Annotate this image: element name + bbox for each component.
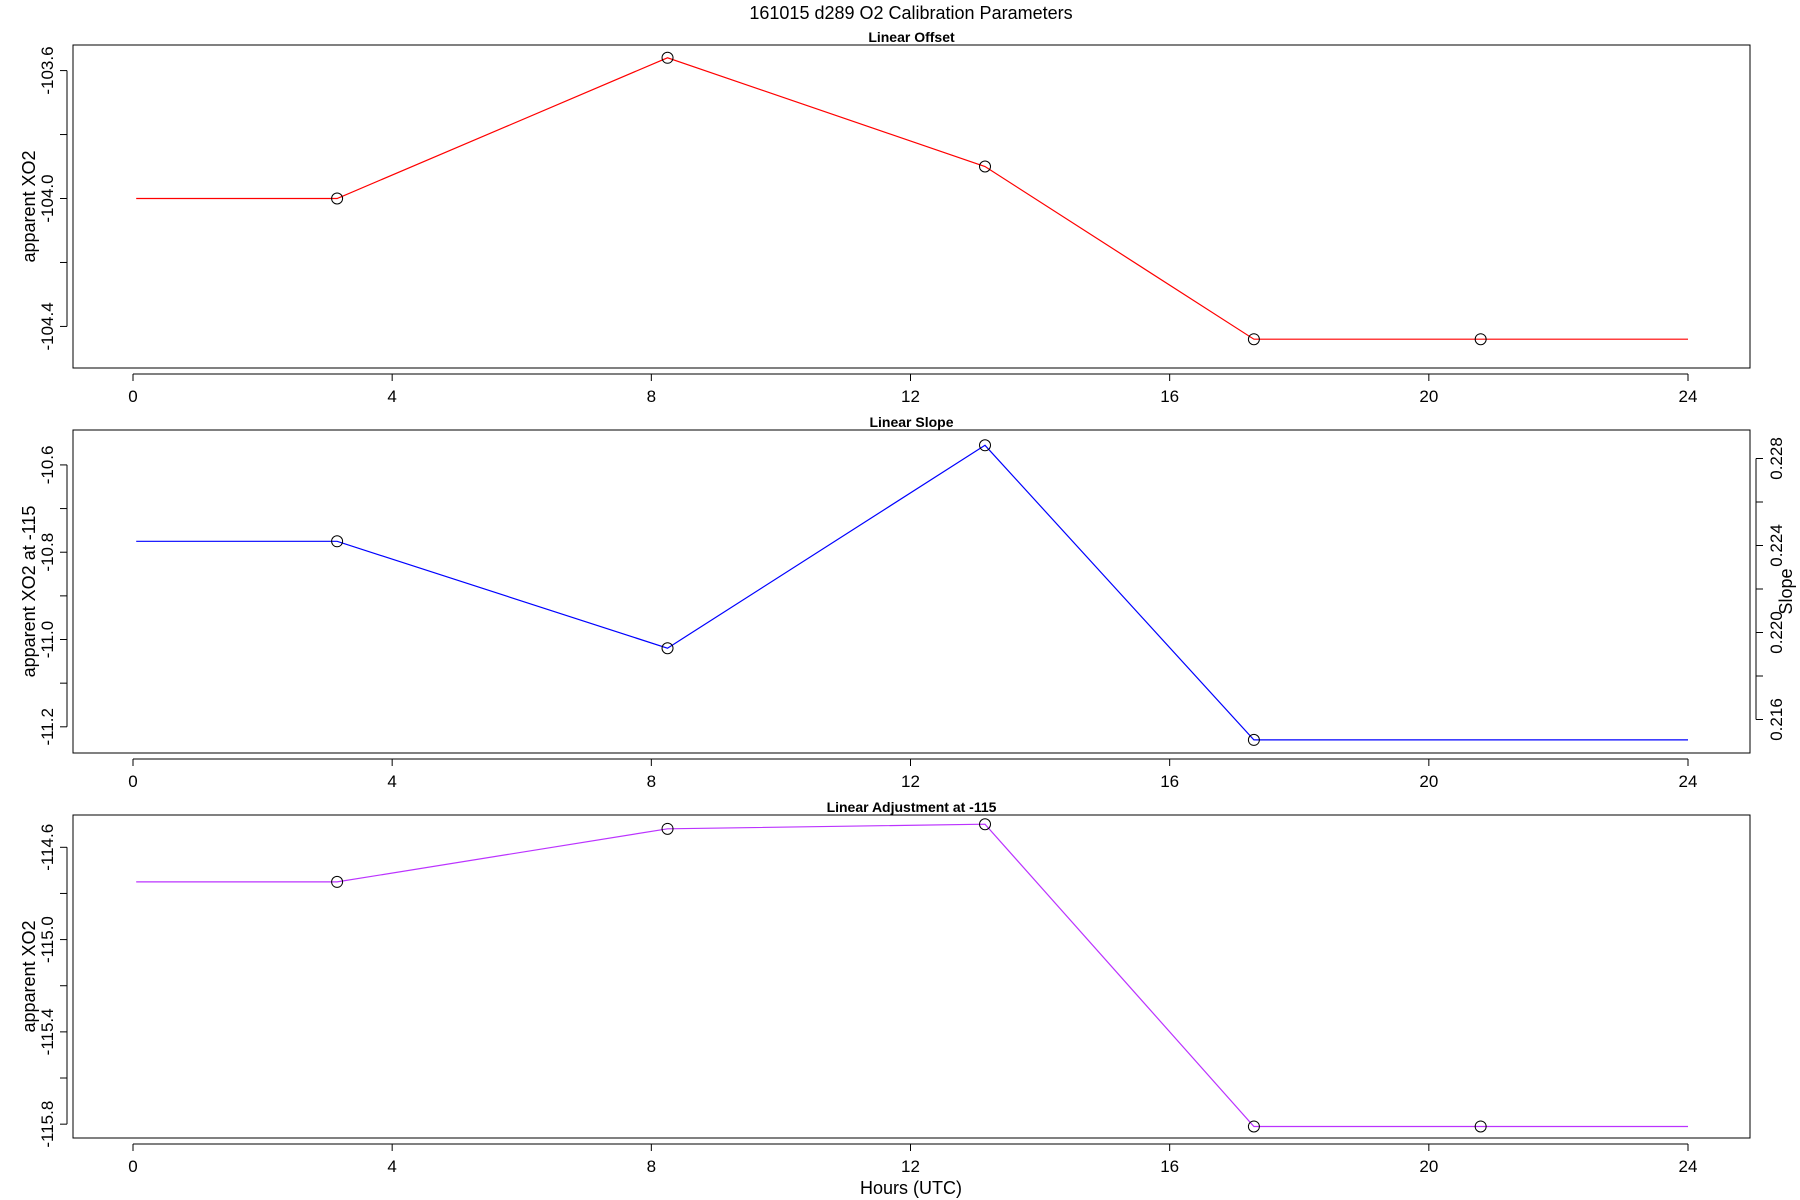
x-tick-label: 16 <box>1160 387 1179 406</box>
x-tick-label: 0 <box>128 772 137 791</box>
y-tick-label: -114.6 <box>38 824 57 871</box>
panel-title: Linear Slope <box>869 414 953 430</box>
data-point-marker <box>1247 1120 1260 1133</box>
y-axis-label-right: Slope <box>1776 568 1796 614</box>
data-point-marker <box>661 822 674 835</box>
main-title: 161015 d289 O2 Calibration Parameters <box>749 3 1072 23</box>
y-axis-label: apparent XO2 at -115 <box>19 506 39 678</box>
x-tick-label: 12 <box>901 1157 920 1176</box>
y-tick-label: -11.0 <box>38 621 57 659</box>
x-tick-label: 8 <box>647 387 656 406</box>
y-tick-label: -115.0 <box>38 916 57 963</box>
data-point-marker <box>979 439 992 452</box>
x-tick-label: 8 <box>647 1157 656 1176</box>
x-tick-label: 24 <box>1679 1157 1698 1176</box>
x-tick-label: 4 <box>387 772 396 791</box>
y-axis-label: apparent XO2 <box>19 920 39 1032</box>
y-tick-label: -103.6 <box>38 46 57 94</box>
data-point-marker <box>979 818 992 831</box>
x-tick-label: 4 <box>387 1157 396 1176</box>
x-tick-label: 12 <box>901 387 920 406</box>
chart-panel-1: Linear Offset 0 4 8 12 16 20 24 -103.6 -104.0 -104… <box>19 29 1751 406</box>
data-point-marker <box>331 535 344 548</box>
data-point-marker <box>1474 333 1487 346</box>
series-line <box>136 823 1688 1128</box>
y-tick-label-right: 0.228 <box>1767 437 1786 480</box>
x-tick-label: 24 <box>1679 387 1698 406</box>
panel-title: Linear Adjustment at -115 <box>827 799 997 815</box>
chart-panel-2: Linear Slope 0 4 8 12 16 20 24 -10.6 -10.8 -11.0 -1… <box>19 414 1796 791</box>
data-point-marker <box>1474 1120 1487 1133</box>
plot-frame <box>72 814 1751 1139</box>
x-tick-label: 0 <box>128 1157 137 1176</box>
x-tick-label: 16 <box>1160 772 1179 791</box>
x-tick-label: 16 <box>1160 1157 1179 1176</box>
y-tick-label: -10.8 <box>38 533 57 572</box>
series-line <box>136 57 1688 340</box>
y-tick-label-right: 0.220 <box>1767 611 1786 654</box>
data-point-marker <box>331 875 344 888</box>
data-point-marker <box>1247 333 1260 346</box>
y-tick-label: -115.4 <box>38 1008 57 1055</box>
x-tick-label: 20 <box>1419 772 1438 791</box>
plot-frame <box>72 429 1751 754</box>
y-axis-label: apparent XO2 <box>19 150 39 262</box>
chart-panel-3: Linear Adjustment at -115 0 4 8 12 16 20 24 -114… <box>19 799 1751 1176</box>
panel-title: Linear Offset <box>868 29 955 45</box>
plot-frame <box>72 44 1751 369</box>
x-tick-label: 20 <box>1419 1157 1438 1176</box>
y-tick-label-right: 0.216 <box>1767 698 1786 741</box>
data-point-marker <box>661 51 674 64</box>
x-axis-label: Hours (UTC) <box>860 1178 962 1198</box>
data-point-marker <box>331 192 344 205</box>
x-tick-label: 4 <box>387 387 396 406</box>
series-line <box>136 444 1688 741</box>
x-tick-label: 24 <box>1679 772 1698 791</box>
y-tick-label-right: 0.224 <box>1767 524 1786 567</box>
x-tick-label: 8 <box>647 772 656 791</box>
y-tick-label: -115.8 <box>38 1101 57 1148</box>
x-tick-label: 12 <box>901 772 920 791</box>
data-point-marker <box>979 160 992 173</box>
y-tick-label: -11.2 <box>38 708 57 746</box>
y-tick-label: -10.6 <box>38 446 57 485</box>
y-tick-label: -104.0 <box>38 174 57 222</box>
data-point-marker <box>1247 733 1260 746</box>
data-point-marker <box>661 642 674 655</box>
y-tick-label: -104.4 <box>38 302 57 350</box>
x-tick-label: 20 <box>1419 387 1438 406</box>
x-tick-label: 0 <box>128 387 137 406</box>
